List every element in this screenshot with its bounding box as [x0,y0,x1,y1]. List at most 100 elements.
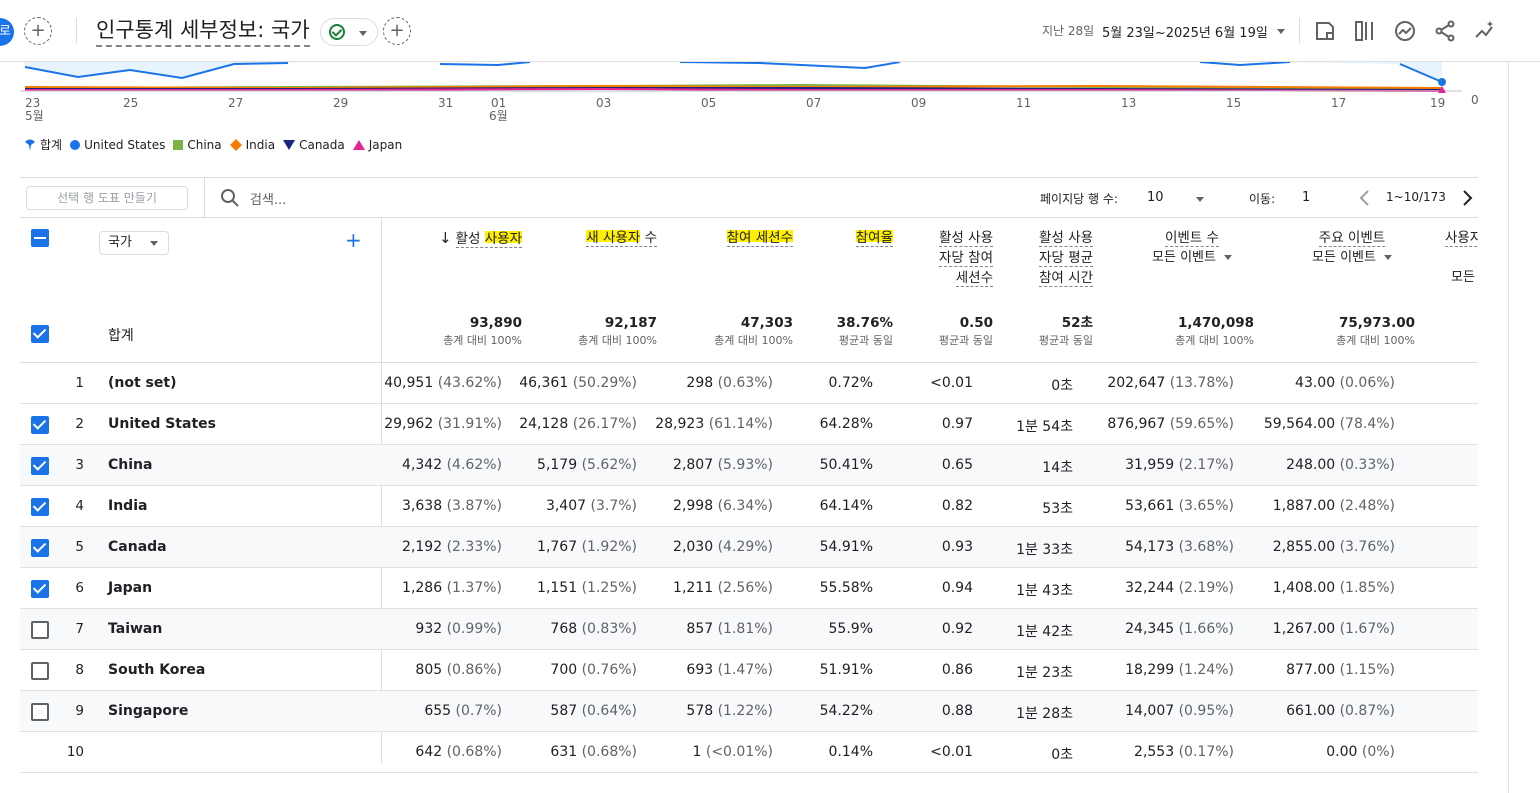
cell-new-users: 24,128 (26.17%) [519,416,637,432]
row-checkbox[interactable] [31,416,49,434]
rows-per-page-select[interactable]: 10 [1147,190,1164,205]
legend-item-japan[interactable]: Japan [352,138,402,152]
x-tick: 19 [1430,96,1445,110]
cell-new-users: 587 (0.64%) [550,703,637,719]
page-title[interactable]: 인구통계 세부정보: 국가 [96,14,310,47]
add-comparison-button[interactable]: + [24,17,52,45]
legend-item-total[interactable]: 합계 [24,136,62,153]
row-checkbox[interactable] [31,498,49,516]
header-new-users[interactable]: 새 사용자 수 [545,228,657,248]
page-scrollbar[interactable] [1508,62,1509,793]
cell-sessions-per-user: 0.93 [942,539,973,555]
total-key-events: 75,973.00 총계 대비 100% [1275,314,1415,350]
table-row[interactable]: 5 Canada 2,192 (2.33%) 1,767 (1.92%) 2,030 (… [20,527,1478,568]
search-input[interactable]: 검색... [250,193,287,208]
avatar[interactable]: 로 [0,18,14,46]
comparison-status-dropdown[interactable] [320,18,378,46]
select-all-checkbox[interactable] [31,229,49,247]
cell-active-users: 655 (0.7%) [424,703,502,719]
rows-per-page-label: 페이지당 행 수: [1040,192,1118,206]
row-checkbox[interactable] [31,539,49,557]
table-row[interactable]: 7 Taiwan 932 (0.99%) 768 (0.83%) 857 (1.81%)… [20,609,1478,650]
share-icon[interactable] [1433,19,1457,43]
totals-checkbox[interactable] [31,325,49,343]
cell-value: 54,173 [1125,539,1175,555]
date-range-chevron-icon[interactable] [1277,29,1285,34]
add-dimension-button[interactable]: + [345,228,362,252]
total-engagement-rate: 38.76% 평균과 동일 [793,314,893,350]
cell-key-events: 0.00 (0%) [1326,744,1395,760]
row-checkbox[interactable] [31,457,49,475]
sort-descending-icon[interactable]: ↓ [439,229,452,247]
total-sessions-per-user: 0.50 평균과 동일 [893,314,993,350]
row-index: 6 [75,580,84,596]
goto-page-input[interactable]: 1 [1302,190,1311,205]
customize-report-icon[interactable] [1313,19,1337,43]
date-range-label[interactable]: 5월 23일~2025년 6월 19일 [1102,26,1268,41]
x-tick: 07 [806,96,821,110]
row-country[interactable]: South Korea [108,662,206,678]
row-checkbox[interactable] [31,703,49,721]
total-new-users: 92,187 총계 대비 100% [537,314,657,350]
header-active-users[interactable]: ↓ 활성 사용자 [410,228,522,249]
legend-item-canada[interactable]: Canada [283,138,345,152]
sparkle-icon[interactable] [1473,19,1497,43]
cell-value: 50.41% [819,457,873,473]
triangle-down-marker-icon [283,139,296,150]
legend-item-united-states[interactable]: United States [70,138,165,152]
dimension-column-divider [381,218,382,764]
row-country[interactable]: India [108,498,148,514]
header-avg-engagement-time[interactable]: 활성 사용 자당 평균 참여 시간 [1000,228,1093,288]
cell-engaged-sessions: 1,211 (2.56%) [673,580,773,596]
table-row[interactable]: 3 China 4,342 (4.62%) 5,179 (5.62%) 2,807 (5… [20,445,1478,486]
cell-active-users: 805 (0.86%) [415,662,502,678]
row-country[interactable]: Taiwan [108,621,163,637]
table-row[interactable]: 1 (not set) 40,951 (43.62%) 46,361 (50.29%)… [20,363,1478,404]
row-country[interactable]: Japan [108,580,153,596]
row-country[interactable]: United States [108,416,216,432]
cell-value: 28,923 [655,416,705,432]
add-filter-button[interactable]: + [383,17,411,45]
event-filter-dropdown[interactable]: 모든 이벤트 [1130,248,1254,268]
search-icon[interactable] [220,188,240,208]
header-key-events[interactable]: 주요 이벤트 모든 이벤트 [1290,228,1414,268]
legend-item-china[interactable]: China [173,138,222,152]
cell-engaged-sessions: 857 (1.81%) [686,621,773,637]
cell-engagement-rate: 64.14% [820,498,873,514]
circle-marker-icon [70,139,81,150]
header-engaged-sessions-per-user[interactable]: 활성 사용 자당 참여 세션수 [900,228,993,288]
row-country[interactable]: China [108,457,153,473]
cell-percent: (5.93%) [717,457,773,473]
header-event-count[interactable]: 이벤트 수 모든 이벤트 [1130,228,1254,268]
dimension-select[interactable]: 국가 [99,231,169,255]
row-country[interactable]: Singapore [108,703,189,719]
rows-per-page-chevron-icon[interactable] [1196,197,1204,202]
insights-icon[interactable] [1393,19,1417,43]
table-row[interactable]: 9 Singapore 655 (0.7%) 587 (0.64%) 578 (1.22… [20,691,1478,732]
plot-rows-button[interactable]: 선택 행 도표 만들기 [26,186,188,210]
table-row[interactable]: 8 South Korea 805 (0.86%) 700 (0.76%) 693 (1… [20,650,1478,691]
header-engagement-rate[interactable]: 참여율 [810,228,893,248]
table-row[interactable]: 6 Japan 1,286 (1.37%) 1,151 (1.25%) 1,211 (2… [20,568,1478,609]
header-highlight-text: 새 사용자 [586,230,641,246]
next-page-icon[interactable] [1460,190,1474,206]
cell-new-users: 768 (0.83%) [550,621,637,637]
row-country[interactable]: (not set) [108,375,177,391]
cell-value: 55.9% [828,621,873,637]
header-engaged-sessions[interactable]: 참여 세션수 [670,228,793,248]
row-checkbox[interactable] [31,662,49,680]
table-row[interactable]: 10 642 (0.68%) 631 (0.68%) 1 (<0.01%) 0.14% <… [20,732,1478,773]
compare-icon[interactable] [1353,19,1377,43]
table-row[interactable]: 2 United States 29,962 (31.91%) 24,128 (26.… [20,404,1478,445]
row-checkbox[interactable] [31,580,49,598]
legend-item-india[interactable]: India [229,138,275,152]
key-event-filter-dropdown[interactable]: 모든 이벤트 [1290,248,1414,268]
row-checkbox[interactable] [31,621,49,639]
header-user-cut[interactable]: 사용자 모든 [1445,228,1478,288]
cell-active-users: 2,192 (2.33%) [402,539,502,555]
table-row[interactable]: 4 India 3,638 (3.87%) 3,407 (3.7%) 2,998 (6.… [20,486,1478,527]
row-country[interactable]: Canada [108,539,167,555]
table-header: 국가 + ↓ 활성 사용자 새 사용자 수 참여 세션수 참여율 활성 사용 자당… [20,218,1478,363]
previous-page-icon[interactable] [1358,190,1372,206]
cell-avg-engagement-time: 1분 28초 [1016,703,1073,723]
